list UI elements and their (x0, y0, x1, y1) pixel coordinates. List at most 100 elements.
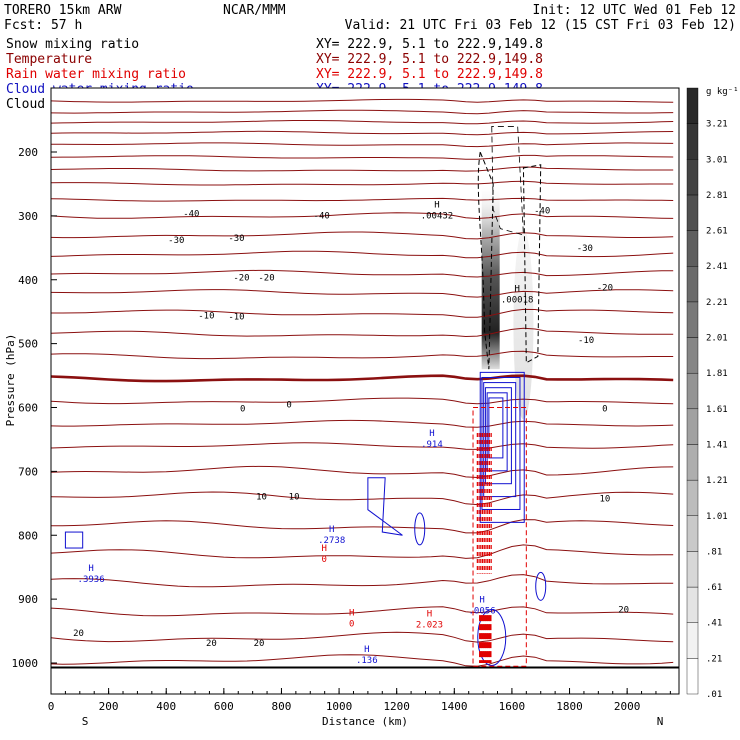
snow-contour (477, 150, 494, 370)
colorbar-label: 1.41 (706, 440, 728, 450)
colorbar-label: 2.61 (706, 227, 728, 237)
colorbar-units: g kg⁻¹ (706, 87, 739, 97)
extremum-value: .3936 (78, 575, 105, 585)
isotherm (51, 130, 674, 136)
colorbar-label: 2.41 (706, 262, 728, 272)
colorbar-segment (686, 372, 699, 410)
isotherm (51, 231, 674, 240)
colorbar-label: 1.81 (706, 369, 728, 379)
cloud-water-contour (486, 392, 508, 472)
x-tick-label: 1400 (441, 700, 468, 713)
x-tick-label: 200 (99, 700, 119, 713)
extremum-marker: H (429, 429, 434, 439)
x-tick-label: 1000 (326, 700, 353, 713)
colorbar-segment (686, 159, 699, 196)
isotherm (51, 212, 674, 220)
isotherm (51, 120, 674, 125)
extremum-marker: H (321, 544, 326, 554)
y-tick-label: 500 (18, 338, 38, 351)
contour-labels: -40 -40 -40 -30 -30 -30 -20 -20 -20 -10 -10 -10 0 0 0 1… (73, 200, 629, 666)
temperature-label: 20 (618, 605, 629, 615)
extremum-value: 0 (321, 555, 326, 565)
y-tick-label: 1000 (12, 657, 39, 670)
isotherm (51, 98, 674, 103)
y-tick-label: 700 (18, 465, 38, 478)
field-xy: XY= 222.9, 5.1 to 222.9,149.8 (316, 67, 543, 82)
colorbar-segment (686, 87, 699, 124)
isotherm (51, 289, 674, 298)
colorbar-label: .01 (706, 690, 722, 700)
isotherm (51, 419, 674, 428)
forecast-hour: Fcst: 57 h (4, 18, 82, 33)
cloud-water-contour (535, 571, 547, 601)
isotherm (51, 442, 674, 450)
temperature-label: 0 (240, 404, 245, 414)
colorbar-segment (686, 266, 699, 303)
cloud-water-contour (488, 397, 504, 459)
field-name: Snow mixing ratio (6, 37, 139, 52)
isotherm (51, 465, 674, 479)
y-tick-label: 800 (18, 529, 38, 542)
temperature-label: 20 (73, 629, 84, 639)
snow-shade-core (481, 183, 500, 370)
extremum-marker: H (434, 200, 439, 210)
isotherm (51, 606, 674, 617)
field-xy: XY= 222.9, 5.1 to 222.9,149.8 (316, 52, 543, 67)
x-axis-label: Distance (km) (322, 715, 408, 728)
colorbar-segment (686, 658, 699, 695)
cloud-water-contour (477, 608, 507, 666)
colorbar-segment (686, 551, 699, 588)
isotherm (51, 327, 674, 338)
x-tick-label: 1800 (556, 700, 583, 713)
colorbar-segment (686, 194, 699, 231)
extremum-marker: H (329, 525, 334, 535)
y-tick-label: 300 (18, 210, 38, 223)
temperature-label: 20 (206, 639, 217, 649)
model-title: TORERO 15km ARW (4, 3, 122, 18)
colorbar-segment (686, 586, 699, 623)
extremum-value: .914 (421, 440, 443, 450)
field-xy: XY= 222.9, 5.1 to 222.9,149.8 (316, 37, 543, 52)
temperature-label: 0 (286, 400, 291, 410)
isotherm (51, 308, 674, 318)
isotherm (51, 109, 674, 115)
plot-frame (50, 87, 680, 695)
colorbar-segment (686, 230, 699, 267)
temperature-label: -20 (233, 274, 249, 284)
isotherm (51, 631, 674, 643)
center-label: NCAR/MMM (223, 3, 286, 18)
colorbar-segment (686, 622, 699, 659)
valid-time: Valid: 21 UTC Fri 03 Feb 12 (15 CST Fri … (345, 18, 736, 33)
colorbar-segment (686, 444, 699, 481)
temperature-label: -10 (228, 312, 244, 322)
colorbar-label: .61 (706, 583, 722, 593)
temperature-label: -30 (228, 234, 244, 244)
extremum-marker: H (514, 285, 519, 295)
field-name: Rain water mixing ratio (6, 67, 186, 82)
x-tick-label: 1600 (499, 700, 526, 713)
extremum-marker: H (349, 608, 354, 618)
rain-contour (472, 407, 527, 667)
x-tick-label: 400 (156, 700, 176, 713)
temperature-label: -20 (597, 284, 613, 294)
cloud-water-contour (414, 512, 426, 546)
x-tick-label: 1200 (383, 700, 410, 713)
colorbar-label: 3.01 (706, 155, 728, 165)
y-axis-label: Pressure (hPa) (4, 334, 17, 427)
mixing-ratio-contours (64, 126, 547, 667)
colorbar-label: .41 (706, 619, 722, 629)
cloud-water-contour (367, 477, 403, 536)
x-tick-label: 0 (48, 700, 55, 713)
y-tick-label: 600 (18, 402, 38, 415)
temperature-label: -30 (168, 236, 184, 246)
isotherm (51, 397, 674, 405)
colorbar-label: 1.21 (706, 476, 728, 486)
cloud-water-contour (64, 531, 84, 549)
colorbar-label: 2.21 (706, 298, 728, 308)
isotherm (51, 269, 674, 278)
x-tick-label: 600 (214, 700, 234, 713)
colorbar-label: .21 (706, 654, 722, 664)
extremum-marker: H (427, 609, 432, 619)
south-label: S (82, 715, 89, 728)
snow-shade-region (513, 229, 534, 420)
